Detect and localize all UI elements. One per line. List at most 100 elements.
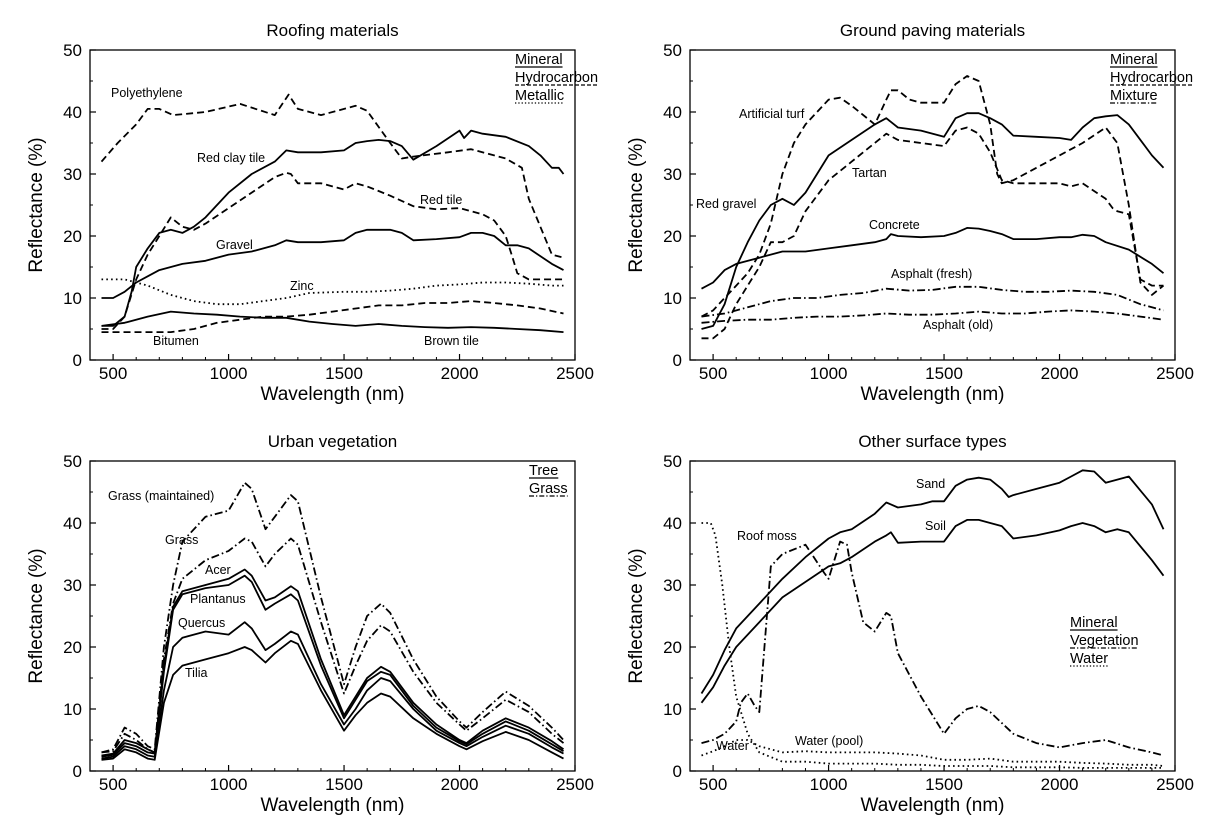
series-label-asphalt-fresh: Asphalt (fresh) (891, 267, 972, 281)
series-line-water (701, 522, 1164, 769)
x-tick-label: 1000 (810, 364, 848, 383)
legend-entry-grass: Grass (529, 481, 568, 497)
y-tick-label: 30 (63, 165, 82, 184)
series-label-bitumen: Bitumen (153, 334, 199, 348)
y-tick-label: 30 (663, 576, 682, 595)
series-label-plantanus: Plantanus (190, 592, 246, 606)
plot-frame (689, 49, 1176, 361)
chart-panel-4: Other surface types 500 1000 1500 2000 2500 0 1… (626, 432, 1194, 816)
legend-entry-hydrocarbon: Hydrocarbon (1110, 70, 1193, 86)
legend-entry-mineral: Mineral (515, 52, 563, 68)
legend-entry-mixture: Mixture (1110, 88, 1158, 104)
series-line-gravel (101, 228, 564, 299)
y-tick-label: 10 (63, 700, 82, 719)
legend-entry-tree: Tree (529, 463, 558, 479)
series-label-brown-tile: Brown tile (424, 334, 479, 348)
x-tick-label: 500 (699, 775, 727, 794)
x-tick-label: 1500 (325, 364, 363, 383)
legend-entry-hydrocarbon: Hydrocarbon (515, 70, 598, 86)
series-label-sand: Sand (916, 477, 945, 491)
y-tick-label: 0 (673, 351, 682, 370)
legend-entry-metallic: Metallic (515, 88, 564, 104)
y-tick-label: 30 (63, 576, 82, 595)
series-label-tilia: Tilia (185, 666, 208, 680)
legend: Mineral Vegetation Water (1070, 615, 1139, 667)
series-label-grass: Grass (165, 533, 198, 547)
y-tick-label: 20 (663, 638, 682, 657)
legend: Tree Grass (529, 463, 568, 497)
y-tick-label: 0 (73, 351, 82, 370)
x-tick-label: 1500 (925, 364, 963, 383)
chart-title: Urban vegetation (268, 432, 397, 451)
series-line-sand (700, 469, 1165, 694)
x-tick-label: 2500 (556, 364, 594, 383)
series-label-roof-moss: Roof moss (737, 529, 797, 543)
series-line-tilia (101, 639, 564, 761)
series-line-red-clay-tile (101, 129, 565, 327)
y-tick-label: 50 (663, 452, 682, 471)
y-tick-label: 20 (63, 227, 82, 246)
series-line-artificial-turf (701, 75, 1165, 318)
legend: Mineral Hydrocarbon Metallic (515, 52, 599, 104)
plot-frame (89, 460, 576, 772)
series-label-tartan: Tartan (852, 166, 887, 180)
y-axis-label: Reflectance (%) (626, 137, 647, 272)
series-label-water: Water (716, 739, 749, 753)
series-label-grass-maintained: Grass (maintained) (108, 489, 214, 503)
series-line-concrete (701, 226, 1165, 290)
series-label-quercus: Quercus (178, 616, 225, 630)
series-label-acer: Acer (205, 563, 231, 577)
legend-entry-water: Water (1070, 651, 1108, 667)
series-label-water-pool: Water (pool) (795, 734, 863, 748)
legend-entry-mineral: Mineral (1070, 615, 1118, 631)
y-tick-label: 40 (663, 103, 682, 122)
x-tick-label: 2500 (556, 775, 594, 794)
y-tick-label: 50 (63, 41, 82, 60)
series-label-asphalt-old: Asphalt (old) (923, 318, 993, 332)
series-line-asphalt-old (701, 309, 1164, 324)
series-label-polyethylene: Polyethylene (111, 86, 183, 100)
y-tick-label: 20 (663, 227, 682, 246)
series-line-red-tile (101, 171, 564, 330)
series-label-concrete: Concrete (869, 218, 920, 232)
x-tick-label: 500 (99, 364, 127, 383)
series-line-red-gravel (701, 112, 1165, 330)
series-line-grass-maintained (101, 481, 565, 754)
series-label-gravel: Gravel (216, 238, 253, 252)
x-tick-label: 2000 (441, 364, 479, 383)
chart-panel-3: Urban vegetation 500 1000 1500 2000 2500 0 10 20… (26, 432, 594, 816)
x-tick-label: 500 (99, 775, 127, 794)
x-tick-label: 1000 (210, 364, 248, 383)
y-tick-label: 10 (663, 289, 682, 308)
y-tick-label: 20 (63, 638, 82, 657)
y-tick-label: 30 (663, 165, 682, 184)
legend-entry-vegetation: Vegetation (1070, 633, 1139, 649)
y-axis-label: Reflectance (%) (26, 137, 47, 272)
x-axis-label: Wavelength (nm) (861, 795, 1005, 816)
series-line-bitumen (101, 300, 564, 334)
series-line-roof-moss (701, 540, 1164, 757)
series-label-red-gravel: Red gravel (696, 197, 756, 211)
x-tick-label: 2000 (1041, 364, 1079, 383)
series-line-asphalt-fresh (701, 285, 1164, 318)
x-tick-label: 500 (699, 364, 727, 383)
x-tick-label: 2000 (1041, 775, 1079, 794)
x-axis-label: Wavelength (nm) (261, 384, 405, 405)
x-tick-label: 1000 (810, 775, 848, 794)
series-line-grass (101, 537, 565, 754)
series-label-soil: Soil (925, 519, 946, 533)
y-axis-label: Reflectance (%) (626, 548, 647, 683)
x-tick-label: 1500 (925, 775, 963, 794)
series-line-zinc (101, 278, 564, 306)
x-tick-label: 1500 (325, 775, 363, 794)
series-label-red-clay-tile: Red clay tile (197, 151, 265, 165)
chart-title: Ground paving materials (840, 21, 1025, 40)
y-tick-label: 50 (663, 41, 682, 60)
y-tick-label: 10 (663, 700, 682, 719)
x-tick-label: 2500 (1156, 364, 1194, 383)
y-tick-label: 0 (73, 762, 82, 781)
legend-entry-mineral: Mineral (1110, 52, 1158, 68)
legend: Mineral Hydrocarbon Mixture (1110, 52, 1194, 104)
